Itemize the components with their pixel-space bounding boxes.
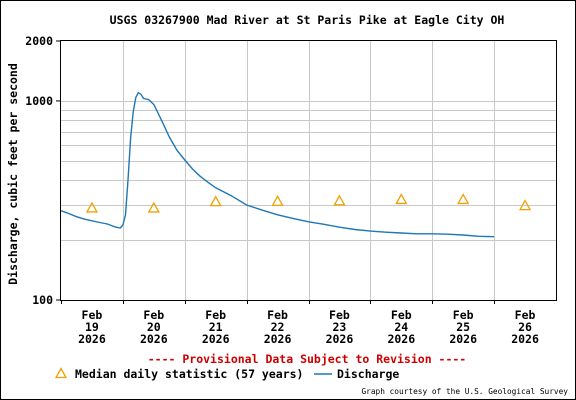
x-tick-month: Feb — [515, 308, 536, 322]
x-tick-month: Feb — [329, 308, 350, 322]
x-tick-day: 20 — [147, 320, 161, 334]
median-point — [333, 194, 346, 206]
y-tick-label: 100 — [32, 293, 53, 307]
x-tick-day: 19 — [85, 320, 99, 334]
median-point — [271, 195, 284, 207]
provisional-notice: ---- Provisional Data Subject to Revisio… — [148, 352, 467, 366]
median-point — [457, 193, 470, 205]
median-point — [85, 201, 99, 213]
x-tick-year: 2026 — [140, 332, 168, 346]
graph-credit: Graph courtesy of the U.S. Geological Su… — [361, 387, 568, 396]
x-tick-year: 2026 — [202, 332, 230, 346]
x-tick-month: Feb — [391, 308, 412, 322]
series-layer — [60, 91, 532, 238]
x-tick-day: 26 — [518, 320, 532, 334]
x-tick-year: 2026 — [326, 332, 354, 346]
median-point — [147, 201, 160, 213]
plot-border — [60, 40, 557, 301]
x-tick-month: Feb — [82, 308, 103, 322]
x-tick-year: 2026 — [387, 332, 415, 346]
x-tick-year: 2026 — [264, 332, 292, 346]
x-tick-year: 2026 — [78, 332, 106, 346]
x-tick-day: 21 — [209, 320, 223, 334]
y-tick-label: 1000 — [25, 94, 53, 108]
legend: Median daily statistic (57 years) Discha… — [54, 367, 399, 381]
x-tick-day: 22 — [271, 320, 285, 334]
y-axis-label: Discharge, cubic feet per second — [6, 63, 20, 285]
x-tick-day: 25 — [456, 320, 470, 334]
x-tick-year: 2026 — [511, 332, 539, 346]
x-axis-ticks: Feb192026Feb202026Feb212026Feb222026Feb2… — [61, 300, 539, 346]
y-axis-ticks: 100 1000 2000 — [25, 34, 61, 307]
y-tick-label: 2000 — [25, 34, 53, 48]
median-point — [518, 199, 532, 211]
legend-median-label: Median daily statistic (57 years) — [75, 367, 303, 381]
median-point — [209, 195, 222, 207]
x-tick-year: 2026 — [449, 332, 477, 346]
x-tick-month: Feb — [143, 308, 164, 322]
x-tick-day: 24 — [394, 320, 408, 334]
x-tick-month: Feb — [205, 308, 226, 322]
grid-lines — [61, 41, 556, 300]
discharge-line — [60, 91, 495, 238]
x-tick-month: Feb — [267, 308, 288, 322]
x-tick-month: Feb — [453, 308, 474, 322]
x-tick-day: 23 — [333, 320, 347, 334]
legend-discharge-label: Discharge — [337, 367, 399, 381]
median-point — [395, 193, 408, 205]
legend-median-triangle-icon — [54, 367, 68, 379]
chart-title: USGS 03267900 Mad River at St Paris Pike… — [110, 13, 505, 27]
